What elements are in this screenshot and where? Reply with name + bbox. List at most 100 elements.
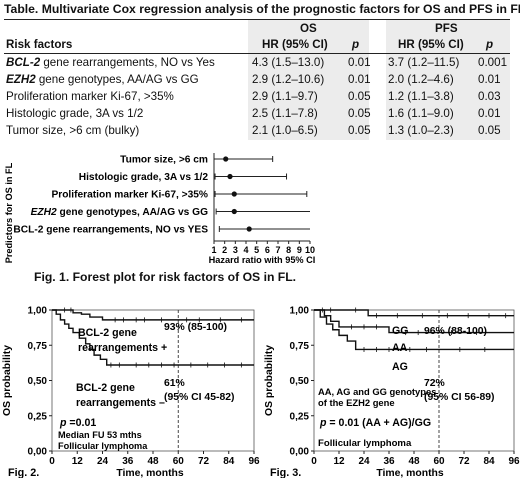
risk-factor-description: Histologic grade, 3A vs 1/2	[6, 107, 144, 120]
km-y-tick-label: 1,00	[28, 306, 48, 317]
risk-factor-description: gene genotypes, AA/AG vs GG	[35, 73, 199, 86]
forest-row-label-text: Proliferation marker Ki-67, >35%	[51, 190, 208, 201]
km1-annotation-neg-line2: (95% CI 45-82)	[164, 392, 234, 403]
table-title: Table. Multivariate Cox regression analy…	[4, 2, 520, 16]
forest-point	[223, 156, 229, 162]
km1-label-bcl2-neg-line1: BCL-2 gene	[76, 382, 135, 394]
forest-row-label: BCL-2 gene rearrangements, NO vs YES	[13, 225, 208, 236]
km2-note-lymphoma: Follicular lymphoma	[318, 438, 412, 449]
table-cell-pfs-p: 0.03	[478, 90, 501, 103]
forest-row-label-text: Histologic grade, 3A vs 1/2	[79, 172, 209, 183]
forest-x-tick-label: 10	[305, 245, 315, 255]
km1-p-text: =0.01	[66, 417, 96, 429]
pfs-hr-header: HR (95% CI)	[398, 38, 464, 51]
table-cell-pfs-p: 0.001	[478, 56, 508, 69]
table-cell-pfs-p: 0.01	[478, 107, 501, 120]
forest-point	[231, 208, 237, 215]
forest-x-tick-label: 6	[265, 245, 270, 255]
km-figure-label: Fig. 2.	[8, 467, 39, 478]
pfs-column-shading	[386, 20, 510, 140]
km-y-axis-title: OS probability	[264, 345, 275, 416]
km-x-tick-label: 0	[311, 456, 317, 467]
km-x-tick-label: 60	[173, 456, 185, 467]
forest-x-tick-label: 5	[254, 245, 259, 255]
km-x-tick-label: 84	[483, 456, 495, 467]
forest-point	[246, 226, 252, 232]
forest-row-label-gene: EZH2	[31, 207, 57, 218]
forest-x-axis-title: Hazard ratio with 95% CI	[209, 255, 316, 265]
km-y-tick-label: 0,75	[28, 341, 48, 352]
forest-row-label: EZH2 gene genotypes, AA/AG vs GG	[31, 207, 208, 218]
os-column-shading	[248, 20, 369, 140]
km-x-tick-label: 24	[97, 456, 109, 467]
km-x-tick-label: 84	[223, 456, 235, 467]
forest-x-tick-label: 8	[286, 245, 291, 255]
table-cell-os-hr: 2.9 (1.1–9.7)	[252, 90, 318, 103]
km-x-axis-title: Time, months	[116, 468, 184, 478]
forest-x-tick-label: 3	[233, 245, 238, 255]
forest-row-label-text: Tumor size, >6 cm	[120, 155, 208, 166]
table-cell-os-hr: 2.1 (1.0–6.5)	[252, 124, 318, 137]
km-plot-ezh2: 0,00 0,25 0,50 0,75 1,00 0 12 24 36 48 60 72 84 96 Tim…	[264, 306, 520, 478]
table-cell-os-p: 0.01	[348, 56, 371, 69]
km-x-tick-label: 96	[248, 456, 260, 467]
table-cell-pfs-hr: 1.6 (1.1–9.0)	[388, 107, 454, 120]
forest-row-label: Proliferation marker Ki-67, >35%	[51, 190, 208, 201]
km1-note-followup: Median FU 53 mths	[58, 430, 142, 440]
km-x-tick-label: 48	[147, 456, 159, 467]
risk-factor-description: Tumor size, >6 cm (bulky)	[6, 124, 140, 137]
km-figure-label: Fig. 3.	[270, 467, 301, 478]
km-x-tick-label: 72	[458, 456, 470, 467]
km-y-tick-label: 0,25	[290, 411, 310, 422]
risk-factor-label: BCL-2 gene rearrangements, NO vs Yes	[6, 56, 215, 69]
risk-factor-label: EZH2 gene genotypes, AA/AG vs GG	[6, 73, 199, 86]
km-x-tick-label: 12	[333, 456, 345, 467]
km2-annotation-gg: 96% (88-100)	[424, 326, 487, 337]
table-cell-os-p: 0.05	[348, 90, 371, 103]
km1-label-bcl2-neg-line2: rearrangements –	[76, 397, 165, 409]
forest-point	[227, 173, 233, 180]
km1-annotation-neg-line1: 61%	[164, 378, 185, 389]
table-cell-os-hr: 4.3 (1.5–13.0)	[252, 56, 325, 69]
km-y-axis-title: OS probability	[2, 345, 13, 416]
km1-label-bcl2-pos-line1: BCL-2 gene	[78, 327, 137, 339]
table-cell-os-p: 0.05	[348, 124, 371, 137]
km-y-tick-label: 0,00	[290, 447, 310, 458]
km1-p-symbol: p	[59, 417, 67, 429]
km-x-tick-label: 96	[508, 456, 520, 467]
km1-p-value: p =0.01	[59, 417, 96, 429]
km-survival-curve	[52, 309, 254, 321]
table-cell-pfs-p: 0.05	[478, 124, 501, 137]
km2-annotation-ag-line1: 72%	[424, 378, 445, 389]
km2-note-genotypes-line2: of the EZH2 gene	[318, 397, 395, 408]
km2-annotation-ag-line2: (95% CI 56-89)	[424, 392, 494, 403]
table-cell-os-p: 0.05	[348, 107, 371, 120]
km-plot-bcl2: 0,00 0,25 0,50 0,75 1,00 0 12 24 36 48 60 72 84 96 Tim…	[2, 306, 260, 478]
risk-factor-gene-name: EZH2	[6, 73, 36, 86]
os-p-header: p	[352, 38, 360, 51]
forest-point	[231, 191, 237, 197]
km1-label-bcl2-pos-line2: rearrangements +	[78, 342, 167, 354]
km-x-tick-label: 72	[198, 456, 210, 467]
km2-p-text: = 0.01 (AA + AG)/GG	[326, 417, 431, 429]
os-hr-header: HR (95% CI)	[262, 38, 328, 51]
forest-x-tick-label: 9	[297, 245, 302, 255]
table-cell-pfs-hr: 1.2 (1.1–3.8)	[388, 90, 454, 103]
km1-note-lymphoma: Follicular lymphoma	[58, 441, 148, 451]
table-top-rule	[4, 19, 510, 20]
km-x-tick-label: 48	[408, 456, 420, 467]
forest-row-label: Histologic grade, 3A vs 1/2	[79, 172, 209, 183]
forest-x-tick-label: 2	[222, 245, 227, 255]
km-x-tick-label: 36	[383, 456, 395, 467]
km-x-axis-title: Time, months	[376, 468, 444, 478]
km2-p-value: p = 0.01 (AA + AG)/GG	[319, 417, 431, 429]
forest-x-tick-label: 4	[243, 245, 248, 255]
km-x-tick-label: 24	[358, 456, 370, 467]
km-x-tick-label: 0	[49, 456, 55, 467]
km-y-tick-label: 0,00	[28, 447, 48, 458]
risk-factor-description: Proliferation marker Ki-67, >35%	[6, 90, 174, 103]
forest-row-label: Tumor size, >6 cm	[120, 155, 208, 166]
km-x-tick-label: 36	[122, 456, 134, 467]
forest-x-tick-label: 7	[275, 245, 280, 255]
